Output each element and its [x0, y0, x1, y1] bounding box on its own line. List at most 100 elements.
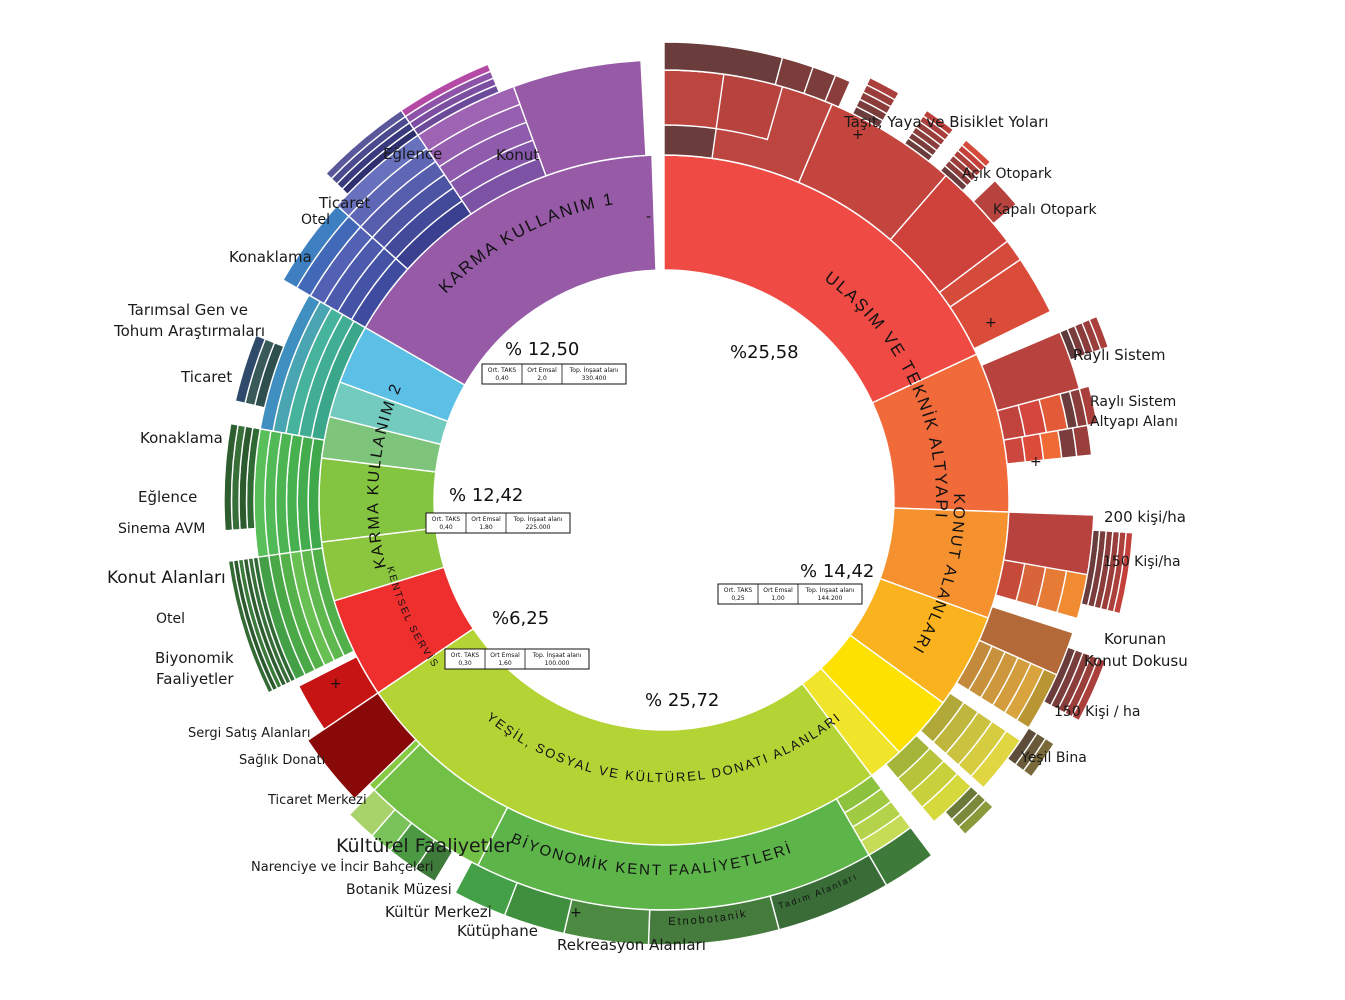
table-header: Ort. TAKS — [451, 652, 480, 659]
outer-labels: Taşıt, Yaya ve Bisiklet Yoları Açık Otop… — [107, 113, 1188, 954]
outer-label-sinema-avm: Sinema AVM — [118, 521, 205, 537]
ulasim-outer-0 — [663, 124, 717, 160]
table-header: Ort Emsal — [527, 367, 557, 374]
ulasim-mid-5 — [949, 258, 1052, 350]
chart-segments — [223, 41, 1134, 946]
narenciye-outer — [348, 788, 397, 837]
table-value: 0,30 — [458, 660, 472, 667]
outer-label-konut-dokusu: Konut Dokusu — [1084, 652, 1188, 670]
outer-label-kutuphane: Kütüphane — [457, 922, 538, 940]
table-value: 0,25 — [731, 595, 745, 602]
rekreasyon-3 — [454, 861, 518, 917]
outer-label-kapali-otopark: Kapalı Otopark — [993, 202, 1098, 218]
outer-label-konut-alanlari: Konut Alanları — [107, 568, 226, 588]
table-value: 330.400 — [582, 375, 607, 382]
outer-label-ticaret-1: Ticaret — [318, 194, 370, 212]
outer-label-saglik-donati: Sağlık Donatı — [239, 753, 325, 768]
karma2-edge-b-strip-3 — [223, 422, 239, 532]
table-header: Ort Emsal — [490, 652, 520, 659]
table-header: Ort Emsal — [471, 516, 501, 523]
plus-marker-2: + — [985, 315, 997, 331]
saglik-donati — [297, 655, 379, 731]
percent-label-karma2: % 12,42 — [449, 485, 523, 506]
table-header: Top. İnşaat alanı — [805, 587, 855, 594]
table-value: 0,40 — [495, 375, 509, 382]
outer-label-korunan: Korunan — [1104, 630, 1166, 648]
outer-label-tasit: Taşıt, Yaya ve Bisiklet Yoları — [843, 113, 1049, 131]
karma1-edge-b-strip-3 — [400, 63, 492, 118]
karma1-konut — [512, 59, 647, 177]
outer-label-faaliyetler: Faaliyetler — [156, 670, 234, 688]
tasit-strip-4 — [865, 76, 900, 101]
plus-marker-4: + — [330, 676, 342, 692]
table-header: Ort. TAKS — [488, 367, 517, 374]
outer-label-ticaret-merkezi: Ticaret Merkezi — [267, 793, 367, 808]
table-header: Top. İnşaat alanı — [513, 516, 563, 523]
outer-label-eglence-1: Eğlence — [383, 145, 442, 163]
table-value: 100.000 — [545, 660, 570, 667]
outer-label-botanik-muzesi: Botanik Müzesi — [346, 882, 452, 898]
minus-marker: - — [646, 209, 651, 225]
table-value: 1,60 — [498, 660, 512, 667]
karma2-edge-strip-5 — [227, 559, 274, 694]
table-header: Ort Emsal — [763, 587, 793, 594]
yesilbina-outer-strip-2 — [957, 799, 995, 836]
table-value: 144.200 — [818, 595, 843, 602]
outer-label-yesil-bina: Yeşil Bina — [1020, 750, 1087, 766]
outer-label-kulturel-faaliyetler: Kültürel Faaliyetler — [336, 835, 513, 857]
table-value: 1,80 — [479, 524, 493, 531]
plus-marker-3: + — [1030, 454, 1042, 470]
outer-label-rayli-sistem: Raylı Sistem — [1073, 346, 1166, 364]
kapali-b — [972, 179, 1018, 225]
plus-marker-5: + — [570, 905, 582, 921]
outer-label-rayli-sistem-2: Raylı Sistem — [1090, 394, 1176, 410]
outer-label-konut-1: Konut — [496, 146, 539, 164]
outer-label-eglence-2: Eğlence — [138, 488, 197, 506]
plus-marker-1: + — [852, 127, 864, 143]
outer-label-150-kisi-ha: 150 Kişi / ha — [1054, 704, 1141, 720]
outer-label-200-kisi: 200 kişi/ha — [1104, 508, 1186, 526]
table-header: Top. İnşaat alanı — [569, 367, 619, 374]
table-value: 2,0 — [537, 375, 547, 382]
table-value: 1,00 — [771, 595, 785, 602]
outer-label-acik-otopark: Açık Otopark — [962, 166, 1053, 182]
percent-label-yesil: % 25,72 — [645, 690, 719, 711]
percent-label-ulasim: %25,58 — [730, 342, 799, 363]
table-value: 0,40 — [439, 524, 453, 531]
table-header: Top. İnşaat alanı — [532, 652, 582, 659]
percent-label-konut: % 14,42 — [800, 561, 874, 582]
karma2-edge-c-strip-2 — [234, 334, 267, 405]
outer-label-tarimsal-gen: Tarımsal Gen ve — [127, 301, 248, 319]
konut-outer-strip-5 — [1112, 531, 1134, 615]
outer-label-ticaret-2: Ticaret — [180, 368, 232, 386]
rayli-out-strip-4 — [1088, 315, 1110, 351]
konut150-outer-strip-2 — [1022, 737, 1056, 778]
table-header: Ort. TAKS — [724, 587, 753, 594]
ulasim-top-d — [824, 74, 852, 109]
outer-label-tohum-arastirmalari: Tohum Araştırmaları — [113, 322, 265, 340]
outer-label-narenciye: Narenciye ve İncir Bahçeleri — [251, 859, 434, 875]
percent-label-kentsel: %6,25 — [492, 608, 549, 629]
outer-label-150-kisi: 150 Kişi/ha — [1103, 554, 1181, 570]
table-header: Ort. TAKS — [432, 516, 461, 523]
outer-label-sergi-satis: Sergi Satış Alanları — [188, 726, 310, 741]
outer-label-konaklama-1: Konaklama — [229, 248, 312, 266]
percent-label-karma1: % 12,50 — [505, 339, 579, 360]
outer-label-altyapi-alani: Altyapı Alanı — [1090, 414, 1178, 430]
outer-label-biyonomik: Biyonomik — [155, 649, 234, 667]
outer-label-otel-1: Otel — [301, 212, 330, 228]
table-value: 225.000 — [526, 524, 551, 531]
outer-label-kultur-merkezi: Kültür Merkezi — [385, 903, 492, 921]
rayli-out3-strip-1 — [1071, 424, 1093, 458]
outer-label-otel-2: Otel — [156, 611, 185, 627]
kapali-strip-5 — [960, 138, 992, 168]
otopark-strip-5 — [922, 109, 955, 136]
korunan-outer-strip-4 — [1070, 657, 1107, 722]
outer-label-rekreasyon: Rekreasyon Alanları — [557, 936, 706, 954]
